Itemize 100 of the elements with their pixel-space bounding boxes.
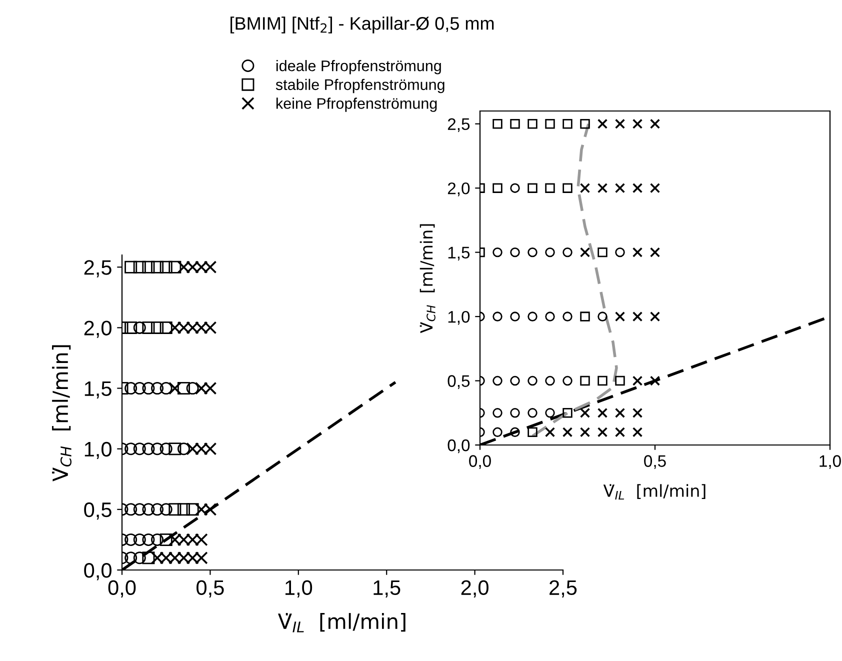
point [142,552,155,564]
point [124,503,138,516]
point [142,321,155,334]
point [492,247,502,258]
point [562,247,572,258]
point [160,533,172,546]
point [160,382,172,395]
point [151,503,164,516]
point [632,376,643,386]
point [597,183,608,194]
y-tick-label: 0,0 [448,439,470,454]
point [528,247,538,258]
legend-label: keine Pfropfenströmung [276,98,437,112]
point [151,442,164,456]
point [168,503,182,516]
point [186,503,199,516]
point [160,503,172,516]
point [615,247,625,258]
point [492,427,502,438]
y-tick-label: 2,0 [448,182,470,196]
point [580,312,590,322]
point [632,311,643,322]
point [142,442,155,456]
point [124,533,138,546]
point [124,442,138,456]
point [186,382,199,395]
point [133,321,146,334]
y-tick-label: 0,5 [448,375,470,389]
y-axis-title: V̇$_{CH}$ [ml/min] [52,345,72,482]
point [615,376,625,386]
point [597,118,608,129]
x-tick-label: 0,0 [108,580,136,598]
point [133,503,146,516]
point [142,260,155,274]
x-tick-label: 0,0 [469,455,491,469]
point [562,376,572,386]
point [168,442,182,456]
point [133,382,146,395]
x-tick-label: 1,5 [374,580,400,598]
legend-label: stabile Pfropfenströmung [276,78,444,94]
y-tick-label: 2,0 [84,320,112,338]
point [142,533,155,546]
point [632,183,643,194]
x-tick-label: 2,0 [461,580,488,598]
point [597,408,608,418]
point [133,442,146,456]
point [151,382,164,395]
point [510,427,520,438]
point [168,260,182,274]
point [151,321,164,334]
y-tick-label: 2,5 [448,118,470,132]
point [142,382,155,395]
point [580,118,590,129]
point [580,427,590,438]
x-axis-title: V̇$_{IL}$ [ml/min] [278,613,406,632]
point [528,183,538,193]
point [124,382,138,395]
point [177,382,190,395]
point [614,427,626,438]
point [545,247,555,258]
point [598,376,608,386]
point [510,408,520,418]
x-tick-label: 0,5 [196,580,224,598]
point [632,118,643,129]
chart-title: [BMIM] [Ntf$_{2}$] - Kapillar-Ø 0,5 mm [230,16,494,34]
point [545,312,555,322]
point [562,312,572,322]
x-tick-label: 1,0 [820,455,841,469]
point [580,408,590,418]
point [492,312,502,322]
point [650,183,660,194]
y-tick-label: 0,0 [84,563,112,580]
point [160,260,172,274]
point [492,118,502,129]
point [177,503,190,516]
point [580,183,590,194]
point [545,118,555,129]
point [580,247,590,258]
point [142,503,155,516]
point [598,312,608,322]
legend-label: ideale Pfropfenströmung [276,60,441,74]
point [528,427,538,438]
y-tick-label: 1,5 [84,381,112,398]
point [124,321,138,334]
point [614,118,626,129]
point [650,247,660,258]
point [632,427,643,438]
point [492,376,502,386]
point [528,118,538,129]
point [614,311,626,322]
point [151,260,164,274]
point [562,408,572,418]
point [545,376,555,386]
point [580,376,590,386]
y-tick-label: 1,5 [448,246,470,260]
x-tick-label: 0,5 [644,455,666,469]
point [562,118,572,129]
point [562,427,573,438]
point [168,382,182,395]
point [133,260,146,274]
